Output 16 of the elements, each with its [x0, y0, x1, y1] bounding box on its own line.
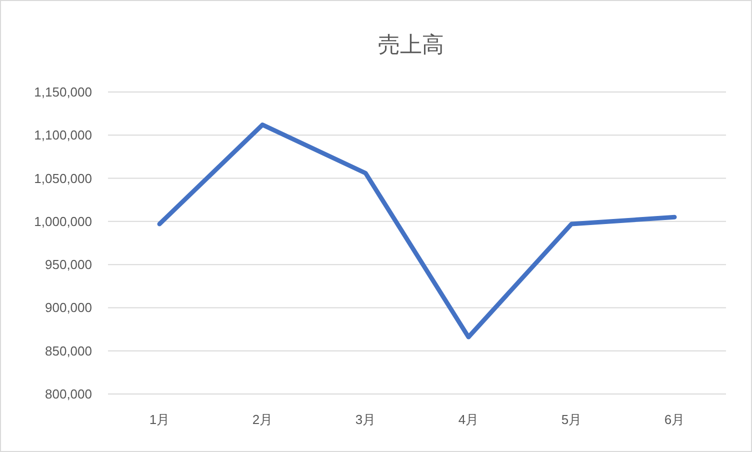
line-series [157, 122, 677, 340]
y-tick-label: 1,050,000 [34, 170, 92, 186]
y-tick-label: 1,100,000 [34, 128, 92, 143]
x-tick-label: 6月 [664, 412, 685, 427]
y-tick-label: 950,000 [45, 257, 92, 272]
x-tick-label: 5月 [561, 412, 582, 427]
y-tick-label: 850,000 [45, 343, 92, 358]
x-tick-label: 4月 [458, 412, 479, 427]
x-tick-label: 1月 [149, 412, 170, 427]
chart-title: 売上高 [378, 32, 444, 57]
x-tick-label: 3月 [355, 412, 376, 427]
y-tick-label: 1,150,000 [34, 84, 92, 100]
y-tick-label: 900,000 [45, 300, 92, 316]
x-tick-label: 2月 [252, 412, 273, 427]
y-tick-label: 800,000 [45, 386, 92, 402]
y-tick-label: 1,000,000 [34, 214, 92, 229]
